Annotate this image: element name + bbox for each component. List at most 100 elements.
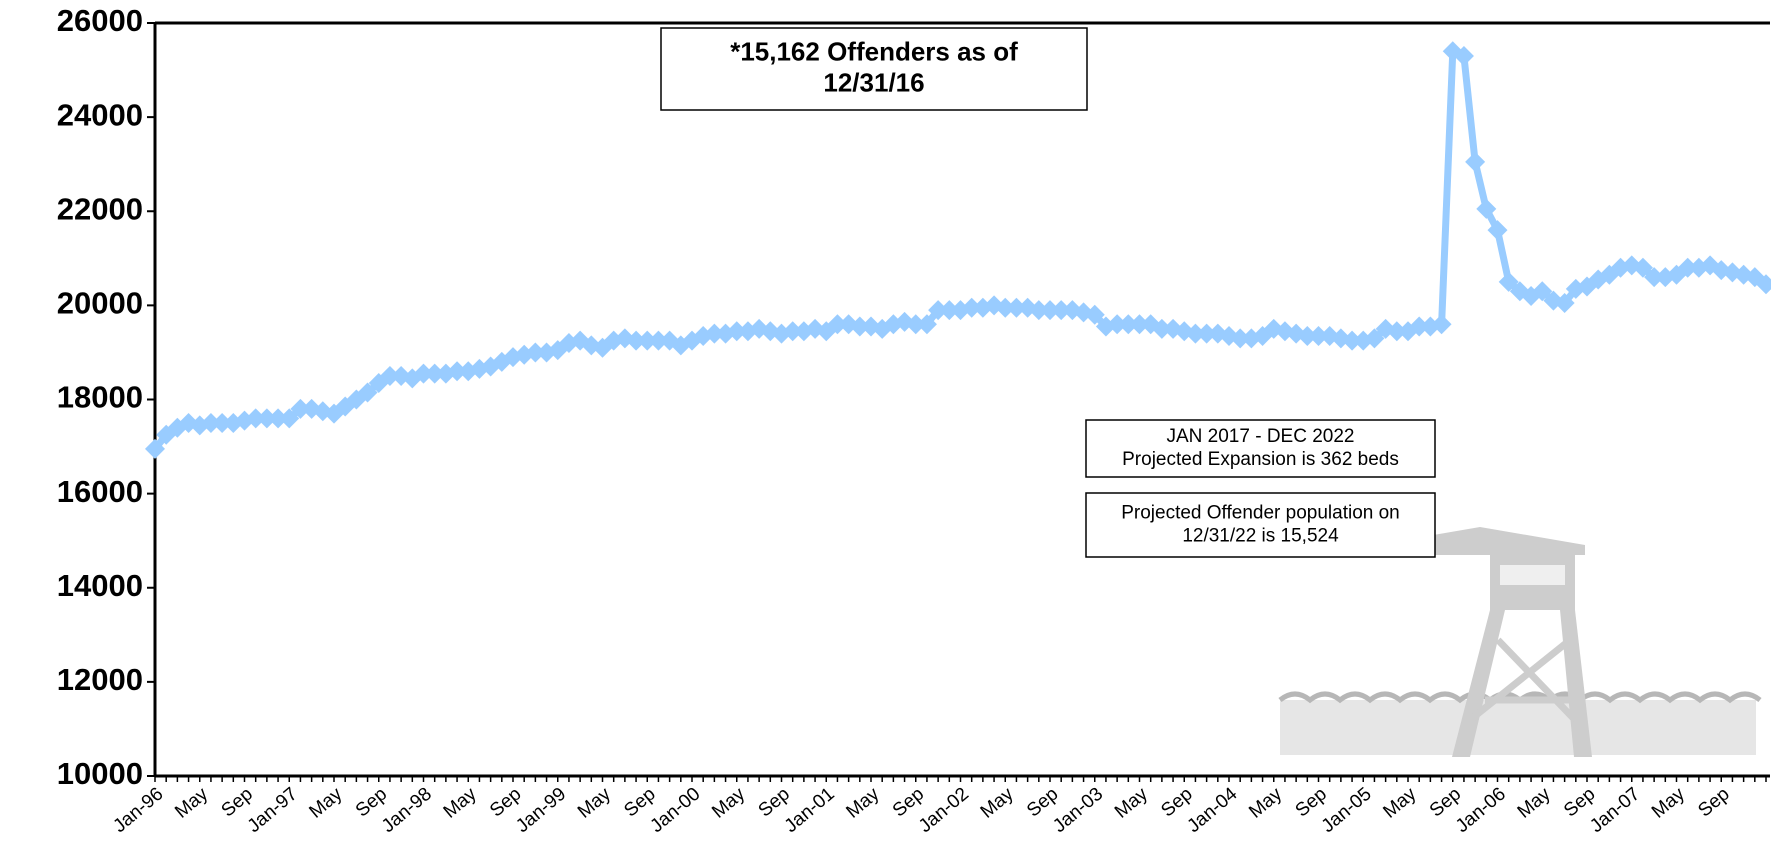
annotation-text: Projected Offender population on (1121, 503, 1400, 524)
data-marker (1532, 281, 1553, 302)
data-marker (827, 314, 848, 335)
data-marker (704, 323, 725, 344)
data-marker (928, 300, 949, 321)
annotation-text: Projected Expansion is 362 beds (1122, 449, 1399, 470)
data-marker (961, 297, 982, 318)
fence (1280, 700, 1756, 755)
data-marker (1151, 318, 1172, 339)
data-marker (413, 363, 434, 384)
data-marker (1107, 314, 1128, 335)
data-marker (1386, 321, 1407, 342)
data-marker (1118, 314, 1139, 335)
data-marker (637, 330, 658, 351)
y-tick-label: 20000 (57, 286, 143, 321)
data-marker (1632, 257, 1653, 278)
data-marker (1431, 314, 1452, 335)
data-marker (1644, 267, 1665, 288)
x-tick-label: May (1514, 783, 1555, 822)
y-tick-label: 16000 (57, 474, 143, 509)
x-tick-label: May (1245, 783, 1286, 822)
data-marker (1554, 293, 1575, 314)
tower-leg (1560, 610, 1592, 757)
data-marker (1028, 300, 1049, 321)
x-tick-label: Jan-03 (1049, 784, 1107, 837)
x-tick-label: May (842, 783, 883, 822)
annotation-box (1085, 419, 1436, 478)
data-marker (995, 297, 1016, 318)
y-tick-label: 26000 (57, 3, 143, 38)
data-marker (279, 408, 300, 429)
data-marker (525, 342, 546, 363)
x-tick-label: Jan-07 (1586, 784, 1644, 837)
data-marker (379, 365, 400, 386)
data-line (152, 47, 1768, 452)
data-marker (1498, 271, 1519, 292)
y-tick-label: 10000 (57, 756, 143, 791)
annotation-box (1085, 492, 1436, 558)
data-marker (782, 321, 803, 342)
data-marker (1476, 198, 1497, 219)
x-tick-label: May (574, 783, 615, 822)
data-marker (905, 314, 926, 335)
x-tick-label: Jan-04 (1183, 783, 1241, 837)
y-tick-label: 14000 (57, 568, 143, 603)
x-tick-label: Jan-01 (781, 784, 839, 837)
annotation-text: JAN 2017 - DEC 2022 (1167, 426, 1355, 447)
x-tick-label: Jan-00 (646, 784, 704, 837)
tower-window (1500, 565, 1565, 585)
x-tick-label: May (305, 783, 346, 822)
data-marker (849, 316, 870, 337)
x-tick-label: May (1111, 783, 1152, 822)
y-tick-label: 24000 (57, 97, 143, 132)
data-marker (1364, 328, 1385, 349)
x-tick-label: May (171, 783, 212, 822)
annotation-text: 12/31/22 is 15,524 (1182, 525, 1339, 546)
data-marker (1487, 220, 1508, 241)
annotation-box (660, 27, 1088, 111)
data-marker (1297, 325, 1318, 346)
data-marker (1756, 274, 1771, 295)
watchtower-illustration (1278, 527, 1762, 757)
tower-leg (1452, 610, 1505, 757)
data-marker (245, 408, 266, 429)
data-marker (200, 413, 221, 434)
tower-brace (1467, 637, 1585, 723)
data-marker (726, 321, 747, 342)
data-marker (290, 398, 311, 419)
data-marker (1465, 151, 1486, 172)
y-tick-label: 22000 (57, 191, 143, 226)
x-tick-label: May (977, 783, 1018, 822)
data-marker (1051, 300, 1072, 321)
x-tick-label: Jan-96 (109, 784, 167, 837)
data-marker (424, 363, 445, 384)
data-marker (1230, 328, 1251, 349)
data-marker (1409, 316, 1430, 337)
y-tick-label: 18000 (57, 380, 143, 415)
data-marker (1342, 330, 1363, 351)
data-marker (1677, 257, 1698, 278)
data-marker (1308, 325, 1329, 346)
x-tick-label: Jan-06 (1452, 784, 1510, 837)
data-marker (256, 408, 277, 429)
data-marker (268, 408, 289, 429)
x-tick-label: May (440, 783, 481, 822)
data-marker (357, 382, 378, 403)
x-tick-label: May (708, 783, 749, 822)
x-tick-label: Jan-97 (244, 784, 302, 837)
x-tick-label: Jan-05 (1318, 784, 1376, 837)
data-marker (626, 330, 647, 351)
annotation-text: *15,162 Offenders as of (730, 36, 1018, 66)
data-marker (1006, 297, 1027, 318)
x-tick-label: Jan-02 (915, 784, 973, 837)
data-marker (1040, 300, 1060, 321)
data-marker (145, 438, 165, 459)
data-marker (212, 413, 233, 434)
data-marker (1196, 323, 1217, 344)
x-tick-label: Jan-99 (512, 784, 570, 837)
annotation-text: 12/31/16 (823, 67, 924, 97)
data-marker (939, 300, 960, 321)
data-marker (916, 314, 937, 335)
y-tick-label: 12000 (57, 662, 143, 697)
x-tick-label: May (1648, 783, 1689, 822)
